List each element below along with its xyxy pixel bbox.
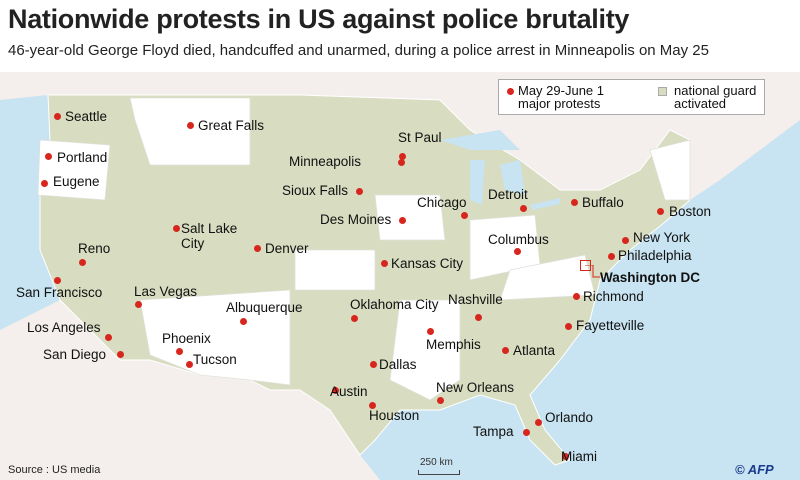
city-dot <box>513 247 521 255</box>
city-dot <box>185 360 193 368</box>
source-note: Source : US media <box>8 464 101 476</box>
city-dot <box>53 276 61 284</box>
city-dot <box>53 112 61 120</box>
states-without-guard <box>37 97 691 401</box>
city-label: Tampa <box>473 424 514 439</box>
city-dot <box>519 204 527 212</box>
protest-dot-icon <box>506 87 514 95</box>
city-dot <box>398 152 406 160</box>
city-label: Great Falls <box>198 118 265 133</box>
city-label: Detroit <box>488 187 528 202</box>
city-label: San Diego <box>43 347 107 362</box>
city-dot <box>436 396 444 404</box>
city-dot <box>369 360 377 368</box>
city-dot <box>561 452 569 460</box>
subtitle: 46-year-old George Floyd died, handcuffe… <box>8 42 709 59</box>
city-label: Philadelphia <box>618 248 692 263</box>
legend: May 29-June 1 major protests national gu… <box>498 79 765 115</box>
city-label: San Francisco <box>16 285 103 300</box>
legend-guard: national guard activated <box>674 83 757 111</box>
city-label: Orlando <box>545 410 594 425</box>
city-label: Boston <box>669 204 712 219</box>
city-dot <box>134 300 142 308</box>
city-label: Seattle <box>65 109 108 124</box>
city-dot <box>40 179 48 187</box>
city-dot <box>253 244 261 252</box>
scale-label: 250 km <box>420 457 453 468</box>
city-label: Richmond <box>583 289 644 304</box>
city-dot <box>331 386 339 394</box>
city-dot <box>607 252 615 260</box>
city-label: Portland <box>57 150 108 165</box>
great-lakes <box>440 130 560 210</box>
city-label: St Paul <box>398 130 442 145</box>
city-dot <box>44 152 52 160</box>
legend-protests: May 29-June 1 major protests <box>518 83 604 111</box>
city-label: Sioux Falls <box>282 183 349 198</box>
city-label: Des Moines <box>320 212 392 227</box>
city-label: Eugene <box>53 174 100 189</box>
city-dot <box>474 313 482 321</box>
city-dot <box>426 327 434 335</box>
city-dot <box>398 216 406 224</box>
capital-label: Washington DC <box>600 270 700 285</box>
city-dot <box>104 333 112 341</box>
scale-bar <box>418 470 460 475</box>
city-dot <box>534 418 542 426</box>
city-label: Dallas <box>379 357 417 372</box>
city-label: Austin <box>330 384 368 399</box>
guard-swatch-icon <box>658 87 667 96</box>
city-dot <box>460 211 468 219</box>
city-dot <box>656 207 664 215</box>
city-dot <box>116 350 124 358</box>
city-label: Las Vegas <box>134 284 198 299</box>
city-dot <box>380 259 388 267</box>
city-dot <box>172 224 180 232</box>
city-dot <box>522 428 530 436</box>
city-dot <box>355 187 363 195</box>
city-label: New York <box>633 230 691 245</box>
city-label: New Orleans <box>436 380 515 395</box>
city-dot <box>350 314 358 322</box>
city-dot <box>570 198 578 206</box>
afp-logo: © AFP <box>735 462 774 477</box>
city-label: Houston <box>369 408 420 423</box>
city-dot <box>572 292 580 300</box>
city-label: Minneapolis <box>289 154 362 169</box>
city-label: Los Angeles <box>27 320 101 335</box>
page-title: Nationwide protests in US against police… <box>8 4 630 34</box>
city-label: Miami <box>561 449 597 464</box>
city-dot <box>368 401 376 409</box>
city-label: Albuquerque <box>226 300 303 315</box>
city-dot <box>621 236 629 244</box>
city-dot <box>397 158 405 166</box>
city-label: Columbus <box>488 232 549 247</box>
city-dot <box>501 346 509 354</box>
city-label: Fayetteville <box>576 318 645 333</box>
city-label: Nashville <box>448 292 503 307</box>
header: Nationwide protests in US against police… <box>0 0 800 72</box>
city-dot <box>564 322 572 330</box>
city-label: Salt Lake City <box>181 221 238 251</box>
city-label: Tucson <box>193 352 237 367</box>
city-dot <box>239 317 247 325</box>
city-dot <box>186 121 194 129</box>
city-label: Reno <box>78 241 111 256</box>
city-label: Buffalo <box>582 195 624 210</box>
city-label: Denver <box>265 241 309 256</box>
city-label: Chicago <box>417 195 467 210</box>
city-dot <box>175 347 183 355</box>
city-label: Kansas City <box>391 256 464 271</box>
city-label: Memphis <box>426 337 481 352</box>
mexico-land <box>0 300 380 480</box>
capital-leader-line <box>585 265 600 278</box>
city-label: Atlanta <box>513 343 556 358</box>
city-label: Oklahoma City <box>350 297 439 312</box>
city-label: Phoenix <box>162 331 211 346</box>
city-dot <box>78 258 86 266</box>
